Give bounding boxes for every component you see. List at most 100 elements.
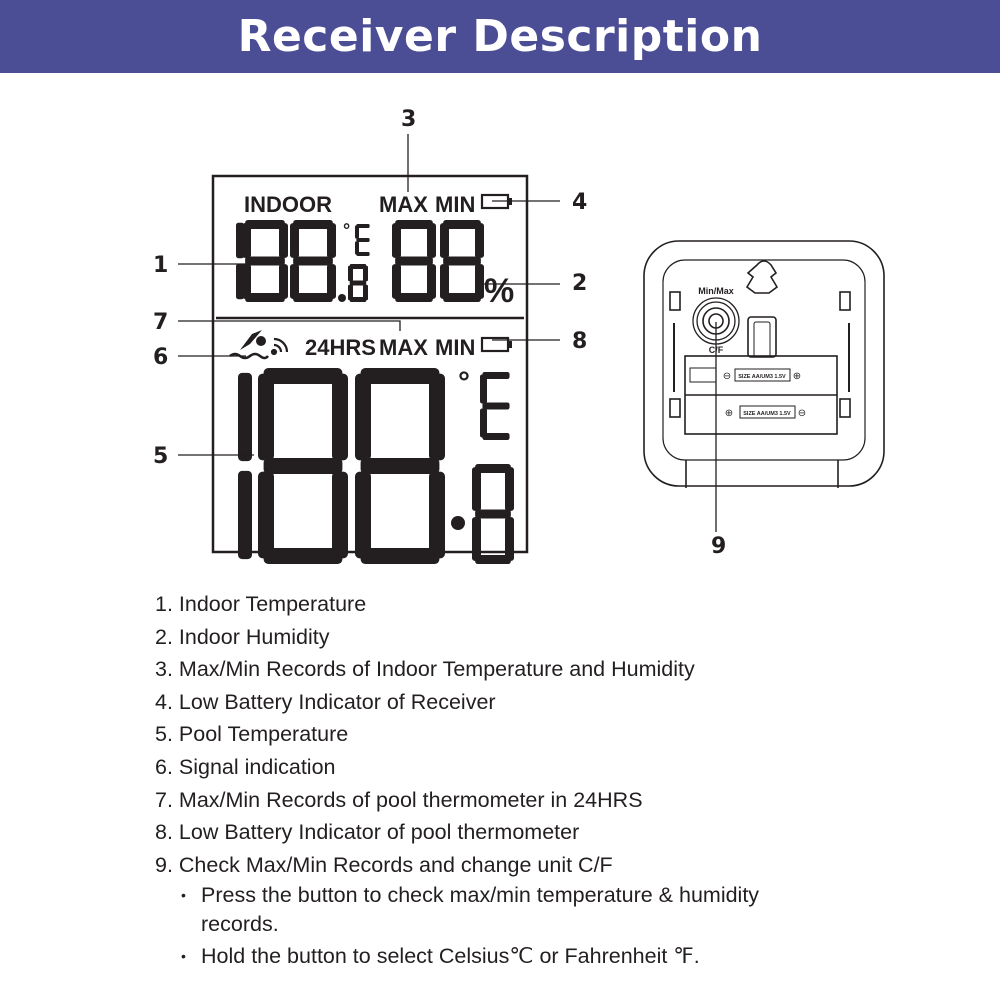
callout-lines (178, 134, 717, 532)
legend-bullet-text: Press the button to check max/min temper… (201, 883, 760, 937)
plus-icon: ⊕ (793, 371, 801, 382)
lcd-segment (475, 223, 484, 258)
percent-symbol: % (484, 272, 514, 310)
pool-max-label: MAX (379, 335, 428, 360)
indoor-humidity-digits (392, 220, 484, 302)
callout-9: 9 (711, 534, 726, 559)
minus-icon: ⊖ (723, 371, 731, 382)
lcd-segment (349, 264, 367, 269)
lcd-segment (263, 368, 343, 384)
lcd-segment (482, 433, 510, 440)
lcd-segment (245, 293, 285, 302)
min-max-button[interactable] (692, 297, 740, 345)
lcd-segment (475, 464, 511, 473)
legend-bullet-text: Hold the button to select Celsius℃ or Fa… (201, 944, 700, 969)
lcd-segment (355, 225, 359, 239)
legend-item: 7. Max/Min Records of pool thermometer i… (155, 787, 643, 812)
lcd-segment (429, 373, 445, 461)
lcd-segment (480, 408, 487, 438)
lcd-segment (505, 517, 514, 561)
min-max-label: Min/Max (698, 286, 734, 296)
signal-icon (270, 337, 289, 356)
pool-min-label: MIN (435, 335, 475, 360)
lcd-segment (392, 223, 401, 258)
decimal-point (451, 516, 465, 530)
lcd-segment (480, 374, 487, 404)
lcd-segment (263, 458, 343, 474)
callout-7: 7 (153, 310, 168, 335)
legend-bullet: Press the button to check max/min temper… (155, 881, 841, 939)
lcd-segment (245, 256, 285, 266)
lcd-segment (279, 264, 288, 299)
lcd-segment (360, 458, 440, 474)
legend-list: 1. Indoor Temperature 2. Indoor Humidity… (155, 588, 841, 974)
lcd-segment (395, 256, 433, 266)
lcd-segment (482, 402, 510, 410)
lcd-segment (440, 223, 449, 258)
callout-5: 5 (153, 444, 168, 469)
lcd-segment (482, 372, 510, 379)
callout-6: 6 (153, 345, 168, 370)
callout-2: 2 (572, 271, 587, 296)
lcd-segment (427, 223, 436, 258)
pool-unit-e-segment (480, 372, 510, 440)
lcd-segment (427, 264, 436, 299)
legend-item: 3. Max/Min Records of Indoor Temperature… (155, 657, 695, 682)
legend-bullet: Hold the button to select Celsius℃ or Fa… (155, 942, 841, 971)
lcd-segment (348, 284, 353, 301)
lcd-segment (290, 223, 299, 258)
battery-size-label: SIZE AA/UM3 1.5V (743, 411, 791, 417)
indoor-label: INDOOR (244, 192, 332, 217)
max-label: MAX (379, 192, 428, 217)
lcd-segment (293, 220, 333, 229)
lcd-segment (429, 471, 445, 559)
header-banner: Receiver Description (0, 0, 1000, 73)
callout-1: 1 (153, 253, 168, 278)
minus-icon: ⊖ (798, 408, 806, 419)
receiver-diagram: INDOOR MAX MIN ° % 24HRS MAX MIN ° 3 (153, 107, 885, 564)
indoor-temperature-digits (236, 220, 368, 302)
lcd-segment (505, 467, 514, 511)
lcd-segment (332, 471, 348, 559)
lcd-segment (242, 264, 251, 299)
lcd-segment (293, 256, 333, 266)
lcd-segment (293, 293, 333, 302)
lcd-segment (363, 284, 368, 301)
lcd-segment (355, 241, 359, 255)
lcd-segment (245, 220, 285, 229)
lcd-segment (332, 373, 348, 461)
lcd-segment (475, 555, 511, 564)
pool-temperature-digits (238, 368, 514, 564)
lcd-segment (472, 517, 481, 561)
lcd-segment (392, 264, 401, 299)
callout-3: 3 (401, 107, 416, 132)
callout-4: 4 (572, 190, 587, 215)
lcd-segment (279, 223, 288, 258)
cf-label: C/F (709, 345, 724, 355)
min-label: MIN (435, 192, 475, 217)
legend-item: 1. Indoor Temperature (155, 592, 367, 616)
lcd-segment (356, 238, 370, 242)
lcd-segment (263, 548, 343, 564)
battery-size-label: SIZE AA/UM3 1.5V (738, 374, 786, 380)
lcd-segment (443, 220, 481, 229)
lcd-segment (356, 224, 370, 228)
legend-item: 2. Indoor Humidity (155, 624, 330, 649)
battery-slot-1: SIZE AA/UM3 1.5V ⊖ ⊕ (723, 368, 801, 382)
legend-item: 6. Signal indication (155, 754, 336, 779)
lcd-segment (355, 373, 371, 461)
legend-item: 5. Pool Temperature (155, 722, 349, 747)
lcd-segment (238, 372, 252, 462)
pool-battery-icon (480, 336, 512, 353)
legend-item: 8. Low Battery Indicator of pool thermom… (155, 820, 580, 845)
lcd-segment (258, 373, 274, 461)
24hrs-label: 24HRS (305, 335, 376, 360)
lcd-segment (475, 509, 511, 519)
lcd-segment (363, 265, 368, 282)
lcd-segment (349, 280, 367, 286)
receiver-back (643, 240, 885, 488)
lcd-segment (242, 223, 251, 258)
page-title: Receiver Description (237, 11, 763, 62)
legend-item: 4. Low Battery Indicator of Receiver (155, 689, 496, 714)
lcd-segment (290, 264, 299, 299)
